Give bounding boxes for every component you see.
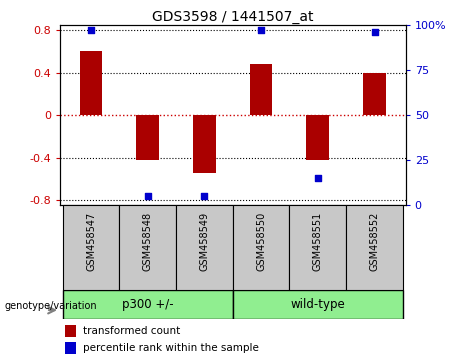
Text: genotype/variation: genotype/variation bbox=[5, 301, 97, 311]
Point bbox=[144, 193, 152, 199]
FancyBboxPatch shape bbox=[119, 205, 176, 290]
FancyBboxPatch shape bbox=[63, 205, 119, 290]
Bar bbox=[193, 115, 216, 173]
Text: p300 +/-: p300 +/- bbox=[122, 298, 174, 311]
Bar bbox=[307, 115, 329, 160]
Point bbox=[257, 27, 265, 33]
Bar bbox=[136, 115, 159, 160]
Text: percentile rank within the sample: percentile rank within the sample bbox=[83, 343, 259, 353]
Text: GSM458549: GSM458549 bbox=[200, 212, 209, 271]
FancyBboxPatch shape bbox=[346, 205, 403, 290]
FancyBboxPatch shape bbox=[176, 205, 233, 290]
FancyBboxPatch shape bbox=[233, 290, 403, 319]
Text: transformed count: transformed count bbox=[83, 326, 180, 336]
Text: GSM458552: GSM458552 bbox=[370, 212, 379, 272]
Text: GSM458550: GSM458550 bbox=[256, 212, 266, 272]
FancyBboxPatch shape bbox=[290, 205, 346, 290]
Bar bbox=[80, 51, 102, 115]
FancyBboxPatch shape bbox=[63, 290, 233, 319]
Text: GSM458547: GSM458547 bbox=[86, 212, 96, 272]
Text: wild-type: wild-type bbox=[290, 298, 345, 311]
Point bbox=[88, 27, 95, 33]
Text: GSM458548: GSM458548 bbox=[143, 212, 153, 271]
Title: GDS3598 / 1441507_at: GDS3598 / 1441507_at bbox=[152, 10, 313, 24]
FancyBboxPatch shape bbox=[233, 205, 290, 290]
Point bbox=[371, 29, 378, 35]
Point bbox=[201, 193, 208, 199]
Bar bbox=[250, 64, 272, 115]
Point bbox=[314, 176, 321, 181]
Text: GSM458551: GSM458551 bbox=[313, 212, 323, 272]
Bar bbox=[363, 73, 386, 115]
